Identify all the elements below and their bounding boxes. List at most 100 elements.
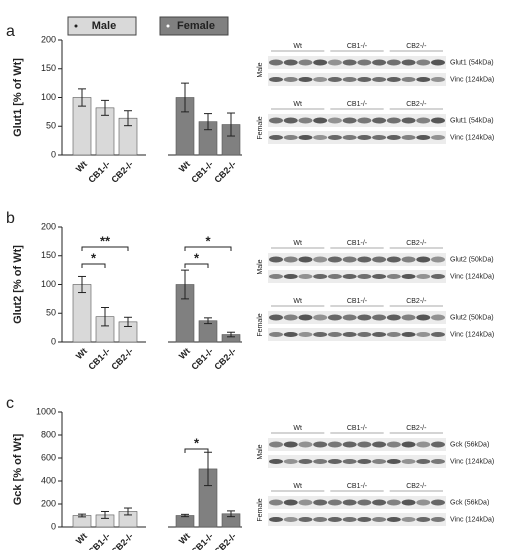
blot-band bbox=[342, 59, 357, 66]
blot-band bbox=[401, 499, 416, 506]
blot-band bbox=[401, 441, 416, 448]
blot-band bbox=[416, 441, 431, 448]
blot-band bbox=[313, 517, 328, 522]
blot-band bbox=[283, 77, 298, 82]
blot-band bbox=[327, 459, 342, 464]
error-bar bbox=[227, 112, 235, 137]
blot-lane-label: Wt bbox=[293, 101, 302, 108]
blot-band bbox=[386, 256, 401, 263]
blot-band bbox=[269, 256, 283, 263]
blot-band bbox=[431, 459, 445, 464]
blot-strip bbox=[268, 270, 446, 283]
blot-band bbox=[416, 274, 431, 279]
x-tick-label: CB1-/- bbox=[189, 531, 215, 550]
blot-band bbox=[313, 117, 328, 124]
blot-band-label: Vinc (124kDa) bbox=[450, 331, 494, 338]
blot-band bbox=[357, 441, 372, 448]
blot-lane-label: CB1-/- bbox=[347, 425, 368, 432]
blot-sex-label: Female bbox=[257, 116, 264, 139]
blot-band-label: Vinc (124kDa) bbox=[450, 458, 494, 465]
x-tick-label: Wt bbox=[74, 531, 89, 546]
blot-band bbox=[431, 135, 445, 140]
blot-band bbox=[431, 332, 445, 337]
blot-band bbox=[431, 274, 445, 279]
legend-dot bbox=[74, 24, 78, 28]
blot-band-label: Vinc (124kDa) bbox=[450, 273, 494, 280]
blot-band-label: Glut1 (54kDa) bbox=[450, 59, 494, 66]
blot-band bbox=[342, 517, 357, 522]
blot-band bbox=[357, 517, 372, 522]
blot-band bbox=[357, 459, 372, 464]
blot-band bbox=[431, 117, 445, 124]
blot-band bbox=[269, 135, 283, 140]
blot-band bbox=[386, 117, 401, 124]
blot-band-label: Glut2 (50kDa) bbox=[450, 314, 494, 321]
blot-band bbox=[431, 314, 445, 321]
blot-band-label: Glut2 (50kDa) bbox=[450, 256, 494, 263]
blot-band bbox=[313, 59, 328, 66]
blot-band bbox=[298, 441, 313, 448]
blot-band bbox=[283, 459, 298, 464]
blot-band bbox=[372, 135, 387, 140]
blot-band bbox=[327, 441, 342, 448]
x-tick-label: CB1-/- bbox=[189, 346, 215, 372]
blot-band bbox=[357, 77, 372, 82]
x-tick-label: Wt bbox=[177, 346, 192, 361]
blot-band bbox=[283, 256, 298, 263]
error-bar bbox=[204, 317, 212, 325]
blot-lane-label: CB1-/- bbox=[347, 101, 368, 108]
blot-band bbox=[298, 59, 313, 66]
blot-band bbox=[431, 256, 445, 263]
panel-label: a bbox=[6, 23, 15, 40]
blot-band bbox=[298, 274, 313, 279]
error-bar bbox=[101, 510, 109, 519]
blot-band bbox=[313, 332, 328, 337]
blot-strip bbox=[268, 73, 446, 86]
blot-band bbox=[372, 274, 387, 279]
blot-band bbox=[416, 117, 431, 124]
blot-band bbox=[298, 332, 313, 337]
y-tick-label: 100 bbox=[41, 279, 56, 289]
blot-band bbox=[372, 77, 387, 82]
blot-strip bbox=[268, 131, 446, 144]
blot-band bbox=[416, 135, 431, 140]
blot-band bbox=[401, 517, 416, 522]
blot-lane-label: CB2-/- bbox=[406, 43, 427, 50]
blot-band bbox=[298, 314, 313, 321]
blot-sex-label: Male bbox=[257, 259, 264, 274]
blot-band bbox=[327, 517, 342, 522]
blot-band bbox=[372, 459, 387, 464]
x-tick-label: CB2-/- bbox=[109, 346, 135, 372]
blot-strip bbox=[268, 513, 446, 526]
x-tick-label: Wt bbox=[74, 159, 89, 174]
blot-band bbox=[386, 314, 401, 321]
blot-band bbox=[283, 314, 298, 321]
y-tick-label: 200 bbox=[41, 221, 56, 231]
y-tick-label: 150 bbox=[41, 250, 56, 260]
blot-lane-label: CB1-/- bbox=[347, 298, 368, 305]
blot-strip bbox=[268, 328, 446, 341]
blot-band bbox=[283, 517, 298, 522]
blot-band bbox=[313, 135, 328, 140]
blot-band-label: Vinc (124kDa) bbox=[450, 76, 494, 83]
blot-band bbox=[416, 499, 431, 506]
blot-strip bbox=[268, 253, 446, 266]
y-tick-label: 100 bbox=[41, 92, 56, 102]
blot-band bbox=[327, 135, 342, 140]
error-bar bbox=[181, 269, 189, 300]
y-tick-label: 150 bbox=[41, 63, 56, 73]
blot-band bbox=[327, 314, 342, 321]
blot-band-label: Vinc (124kDa) bbox=[450, 134, 494, 141]
y-tick-label: 0 bbox=[51, 149, 56, 159]
blot-band bbox=[372, 332, 387, 337]
blot-band bbox=[327, 256, 342, 263]
y-tick-label: 0 bbox=[51, 521, 56, 531]
blot-band bbox=[313, 256, 328, 263]
error-bar bbox=[124, 110, 132, 127]
legend-label: Male bbox=[92, 20, 116, 32]
error-bar bbox=[204, 113, 212, 131]
blot-band bbox=[342, 441, 357, 448]
blot-band bbox=[357, 499, 372, 506]
error-bar bbox=[101, 99, 109, 116]
